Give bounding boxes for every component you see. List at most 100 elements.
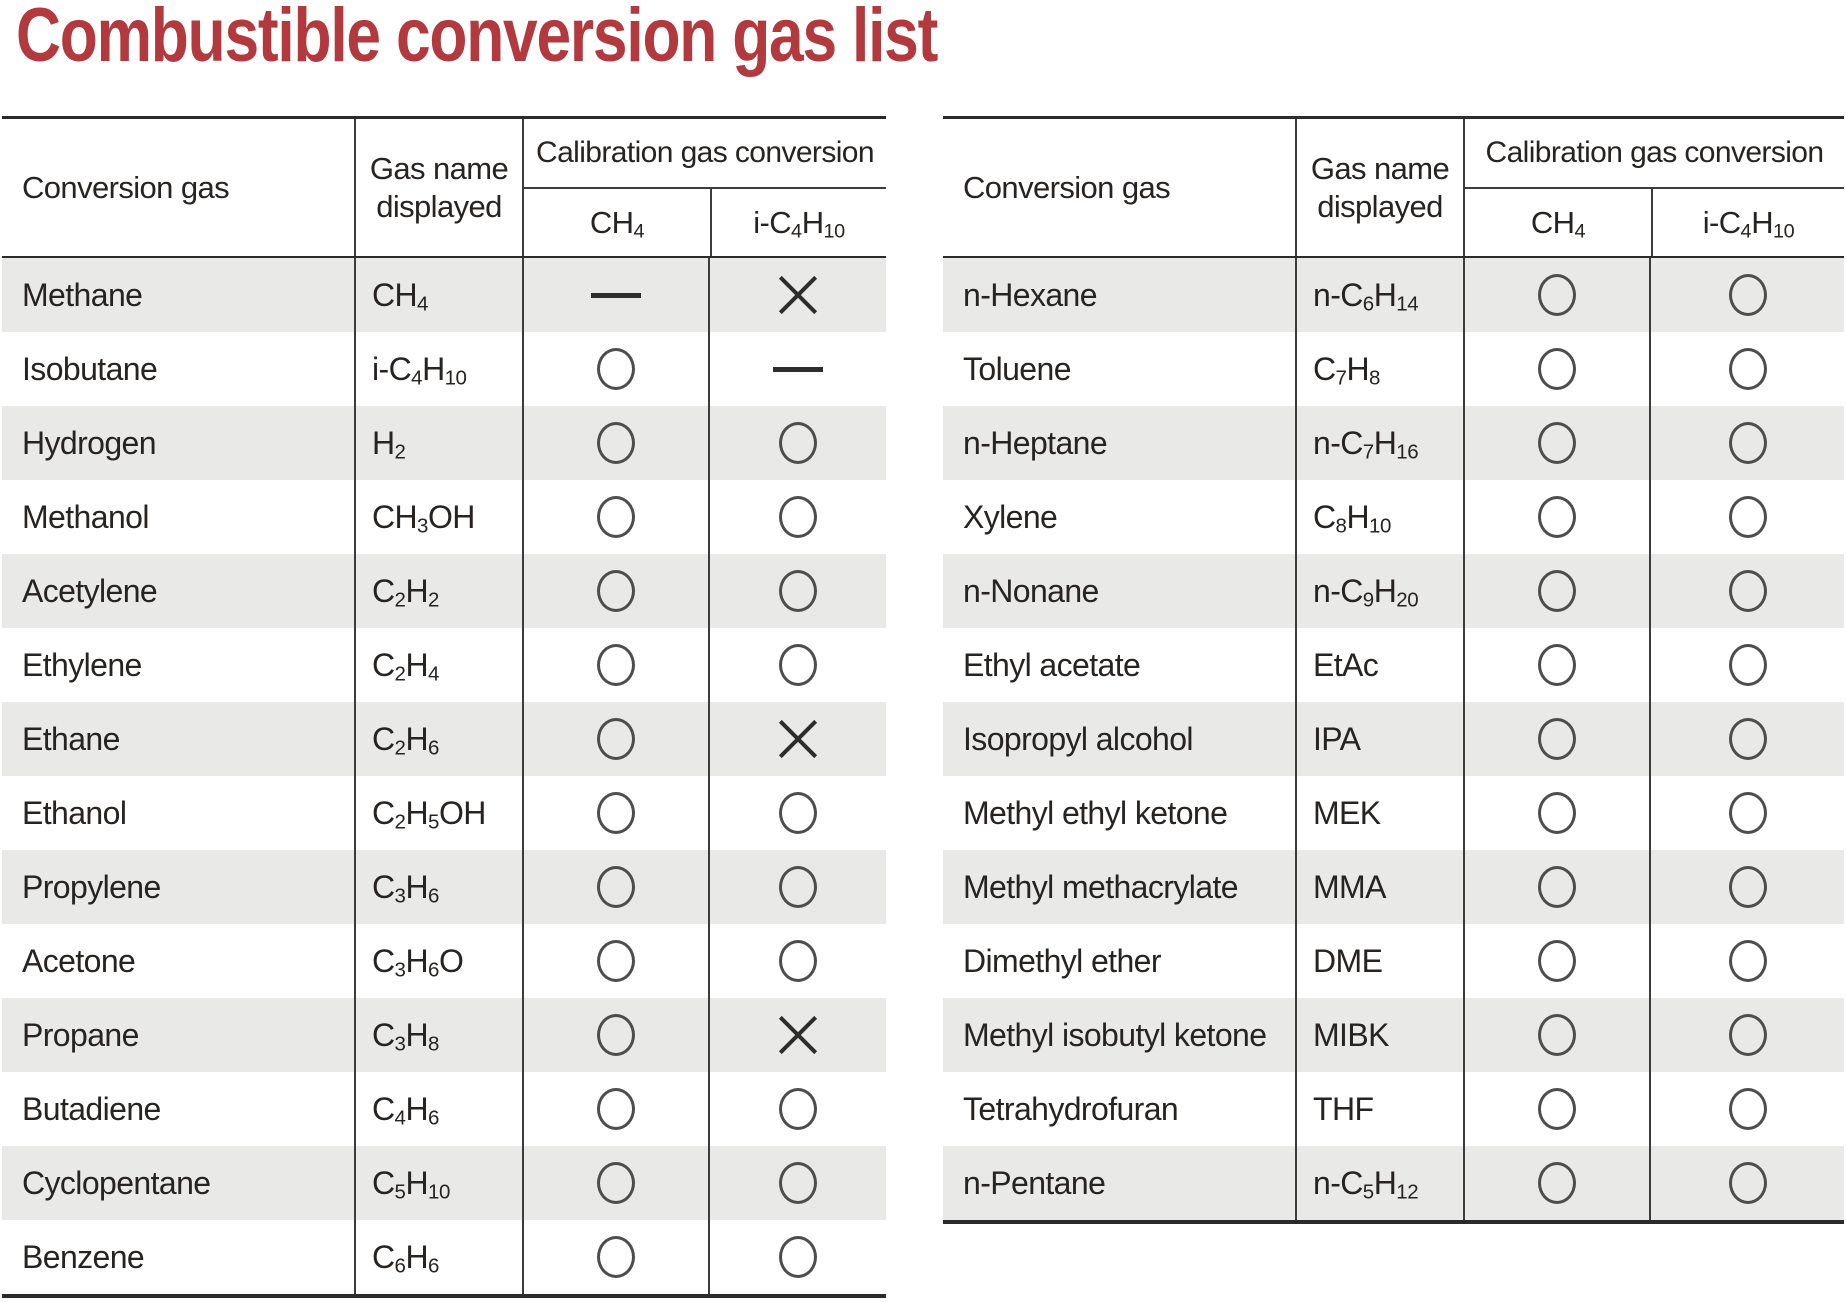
header-calibration: Calibration gas conversion: [524, 119, 886, 189]
gas-formula-cell: C2H5OH: [354, 776, 522, 850]
circle-symbol: [1728, 866, 1767, 908]
gas-name-cell: Methane: [2, 258, 354, 332]
gas-name-cell: Butadiene: [2, 1072, 354, 1146]
gas-name: n-Heptane: [963, 424, 1108, 461]
table-row: Toluene C7H8: [943, 332, 1844, 406]
ic4h10-conversion-cell: [1649, 258, 1844, 332]
gas-name-cell: Isopropyl alcohol: [943, 702, 1295, 776]
gas-name-cell: n-Pentane: [943, 1146, 1295, 1220]
ic4h10-conversion-cell: [1649, 480, 1844, 554]
header-conversion-gas-label: Conversion gas: [963, 169, 1171, 205]
gas-name: Propylene: [22, 868, 161, 905]
gas-name: Acetone: [22, 942, 136, 979]
ch4-conversion-cell: [522, 924, 708, 998]
gas-name: n-Nonane: [963, 572, 1099, 609]
gas-name: Cyclopentane: [22, 1164, 211, 1201]
gas-formula: n-C6H14: [1313, 276, 1419, 315]
gas-formula: IPA: [1313, 720, 1361, 757]
header-ic4h10: i-C4H10: [1651, 189, 1844, 256]
ch4-conversion-cell: [1463, 702, 1649, 776]
gas-formula-cell: C3H8: [354, 998, 522, 1072]
circle-symbol: [1728, 792, 1767, 834]
gas-formula: THF: [1313, 1090, 1374, 1127]
header-calibration-group: Calibration gas conversion CH4 i-C4H10: [1463, 119, 1844, 256]
gas-name: Ethanol: [22, 794, 127, 831]
gas-name: Tetrahydrofuran: [963, 1090, 1179, 1127]
gas-name: Benzene: [22, 1238, 145, 1275]
header-calibration: Calibration gas conversion: [1465, 119, 1844, 189]
dash-symbol: [591, 292, 641, 298]
gas-name: Isopropyl alcohol: [963, 720, 1194, 757]
gas-formula: C2H5OH: [372, 794, 486, 833]
gas-formula-cell: DME: [1295, 924, 1463, 998]
gas-name: n-Hexane: [963, 276, 1098, 313]
table-row: Ethanol C2H5OH: [2, 776, 886, 850]
gas-name-cell: Cyclopentane: [2, 1146, 354, 1220]
ch4-conversion-cell: [522, 702, 708, 776]
gas-name: Dimethyl ether: [963, 942, 1162, 979]
header-gas-name-displayed-label: Gas name displayed: [1310, 150, 1450, 224]
table-row: Propane C3H8: [2, 998, 886, 1072]
ch4-conversion-cell: [522, 998, 708, 1072]
header-gas-name-displayed-label: Gas name displayed: [369, 150, 509, 224]
table-row: Ethyl acetate EtAc: [943, 628, 1844, 702]
gas-formula: C8H10: [1313, 498, 1391, 537]
table-row: n-Heptane n-C7H16: [943, 406, 1844, 480]
table-row: Tetrahydrofuran THF: [943, 1072, 1844, 1146]
dash-symbol: [773, 366, 823, 372]
circle-symbol: [779, 1088, 817, 1130]
gas-name-cell: Methyl isobutyl ketone: [943, 998, 1295, 1072]
table-row: Methyl methacrylate MMA: [943, 850, 1844, 924]
circle-symbol: [1538, 1014, 1576, 1056]
header-gas-name-displayed: Gas name displayed: [354, 119, 522, 256]
gas-formula: C2H4: [372, 646, 439, 685]
circle-symbol: [779, 570, 817, 612]
header-calibration-label: Calibration gas conversion: [1485, 136, 1825, 169]
ic4h10-conversion-cell: [1649, 850, 1844, 924]
table-row: Dimethyl ether DME: [943, 924, 1844, 998]
gas-name-cell: Acetylene: [2, 554, 354, 628]
ic4h10-conversion-cell: [1649, 332, 1844, 406]
circle-symbol: [1538, 940, 1576, 982]
gas-formula-cell: C2H2: [354, 554, 522, 628]
gas-name-cell: Dimethyl ether: [943, 924, 1295, 998]
ch4-conversion-cell: [1463, 776, 1649, 850]
ch4-conversion-cell: [522, 332, 708, 406]
header-calibration-columns: CH4 i-C4H10: [524, 189, 886, 256]
ch4-conversion-cell: [522, 1072, 708, 1146]
ch4-conversion-cell: [522, 406, 708, 480]
conversion-table-right: Conversion gas Gas name displayed Calibr…: [943, 116, 1844, 1224]
ic4h10-conversion-cell: [1649, 1146, 1844, 1220]
ic4h10-conversion-cell: [708, 332, 886, 406]
ic4h10-conversion-cell: [708, 998, 886, 1072]
gas-formula-cell: C3H6: [354, 850, 522, 924]
header-conversion-gas: Conversion gas: [2, 119, 354, 256]
gas-formula: DME: [1313, 942, 1383, 979]
circle-symbol: [1538, 1162, 1576, 1204]
ch4-conversion-cell: [1463, 998, 1649, 1072]
circle-symbol: [597, 718, 635, 760]
ic4h10-conversion-cell: [708, 258, 886, 332]
gas-name: Methanol: [22, 498, 149, 535]
circle-symbol: [779, 1236, 817, 1278]
circle-symbol: [1728, 274, 1767, 316]
gas-name-cell: Acetone: [2, 924, 354, 998]
header-calibration-columns: CH4 i-C4H10: [1465, 189, 1844, 256]
gas-name: Xylene: [963, 498, 1058, 535]
ch4-conversion-cell: [522, 628, 708, 702]
header-ch4: CH4: [524, 189, 710, 256]
table-row: n-Pentane n-C5H12: [943, 1146, 1844, 1220]
cross-symbol: [778, 275, 818, 315]
circle-symbol: [597, 496, 635, 538]
ch4-conversion-cell: [522, 1220, 708, 1294]
table-row: Ethylene C2H4: [2, 628, 886, 702]
cross-symbol: [778, 1015, 818, 1055]
gas-name: Toluene: [963, 350, 1072, 387]
ch4-conversion-cell: [1463, 924, 1649, 998]
gas-formula: C3H8: [372, 1016, 439, 1055]
header-conversion-gas-label: Conversion gas: [22, 169, 230, 205]
header-ch4-label: CH4: [1530, 204, 1586, 242]
circle-symbol: [1728, 1162, 1767, 1204]
ch4-conversion-cell: [522, 850, 708, 924]
gas-formula-cell: CH3OH: [354, 480, 522, 554]
